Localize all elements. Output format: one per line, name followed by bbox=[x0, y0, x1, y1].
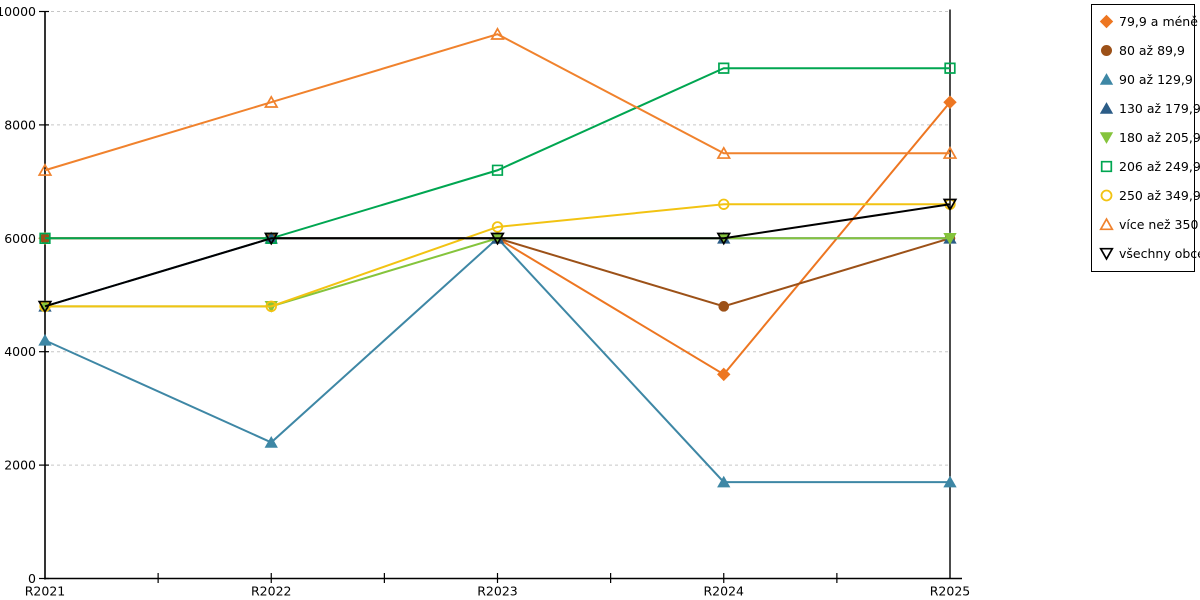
legend-label: 130 až 179,9 bbox=[1119, 101, 1200, 116]
legend-label: 180 až 205,9 bbox=[1119, 130, 1200, 145]
x-tick-label: R2024 bbox=[704, 584, 745, 599]
data-point-marker bbox=[490, 232, 505, 246]
x-tick-label: R2022 bbox=[251, 584, 292, 599]
circle-legend-marker-icon bbox=[1101, 45, 1112, 56]
legend-label: více než 350 bbox=[1119, 217, 1199, 232]
data-point-marker bbox=[942, 146, 958, 159]
legend-label: 90 až 129,9 bbox=[1119, 72, 1193, 87]
series-line bbox=[45, 67, 950, 240]
data-point-marker bbox=[943, 233, 957, 245]
data-point-marker bbox=[942, 198, 958, 212]
legend-item: 250 až 349,9 bbox=[1092, 181, 1200, 210]
series-8 bbox=[37, 27, 958, 176]
triangle-up-legend-marker-icon bbox=[1099, 102, 1114, 114]
legend-item: 180 až 205,9 bbox=[1092, 123, 1200, 152]
legend-label: 206 až 249,9 bbox=[1119, 159, 1200, 174]
axis-labels: 0 2000 4000 6000 8000 10000 R2021 R2022 R2023 R20… bbox=[0, 4, 970, 599]
triangle-down-legend-marker-icon bbox=[1099, 247, 1114, 261]
data-point-marker bbox=[491, 164, 504, 176]
y-tick-label: 2000 bbox=[4, 458, 36, 473]
x-tick-label: R2023 bbox=[477, 584, 518, 599]
series-line bbox=[45, 203, 950, 308]
data-point-marker bbox=[264, 436, 278, 448]
data-point-marker bbox=[263, 95, 279, 108]
chart-legend: 79,9 a méně 80 až 89,9 90 až 129,9 130 až 1… bbox=[1091, 4, 1200, 272]
legend-label: 79,9 a méně bbox=[1119, 14, 1198, 29]
legend-label: 250 až 349,9 bbox=[1119, 188, 1200, 203]
data-point-marker bbox=[943, 95, 957, 109]
axes bbox=[39, 9, 962, 583]
legend-item: 130 až 179,9 bbox=[1092, 94, 1200, 123]
data-point-marker bbox=[717, 367, 731, 382]
x-tick-label: R2025 bbox=[930, 584, 971, 599]
diamond-legend-marker-icon bbox=[1099, 14, 1114, 29]
data-point-marker bbox=[39, 232, 51, 244]
data-point-marker bbox=[37, 300, 53, 314]
data-point-marker bbox=[265, 300, 277, 313]
series-line bbox=[45, 237, 950, 308]
triangle-up-legend-marker-icon bbox=[1099, 217, 1114, 231]
series-line bbox=[44, 237, 950, 308]
y-tick-label: 10000 bbox=[0, 4, 36, 19]
data-point-marker bbox=[716, 232, 732, 246]
series-line bbox=[44, 236, 950, 484]
triangle-up-legend-marker-icon bbox=[1099, 73, 1114, 85]
series-line bbox=[45, 237, 951, 308]
data-point-marker bbox=[943, 475, 957, 488]
data-point-marker bbox=[716, 146, 732, 159]
legend-label: 80 až 89,9 bbox=[1119, 43, 1185, 58]
triangle-down-legend-marker-icon bbox=[1099, 132, 1114, 144]
data-point-marker bbox=[37, 163, 53, 176]
y-tick-label: 6000 bbox=[4, 231, 36, 246]
circle-legend-marker-icon bbox=[1100, 189, 1113, 202]
legend-item: více než 350 bbox=[1092, 210, 1198, 239]
data-point-marker bbox=[263, 232, 279, 246]
legend-item: 80 až 89,9 bbox=[1092, 36, 1194, 65]
legend-item: 206 až 249,9 bbox=[1092, 152, 1200, 181]
data-point-marker bbox=[944, 62, 956, 74]
series-line bbox=[44, 203, 951, 308]
data-point-marker bbox=[490, 27, 505, 40]
legend-item: 79,9 a méně bbox=[1092, 7, 1198, 36]
series-7 bbox=[39, 198, 956, 313]
x-tick-label: R2021 bbox=[25, 584, 66, 599]
legend-label: všechny obce bbox=[1119, 246, 1200, 261]
y-tick-label: 0 bbox=[28, 571, 36, 586]
series-9 bbox=[37, 198, 958, 314]
data-point-marker bbox=[491, 221, 504, 233]
y-tick-label: 4000 bbox=[4, 344, 36, 359]
y-tick-label: 8000 bbox=[4, 117, 36, 132]
data-point-marker bbox=[717, 475, 731, 488]
data-point-marker bbox=[718, 301, 730, 312]
legend-item: všechny obce bbox=[1092, 239, 1200, 268]
series-3 bbox=[38, 231, 957, 488]
series-line bbox=[44, 33, 950, 172]
data-point-marker bbox=[718, 198, 730, 210]
data-point-marker bbox=[718, 62, 730, 74]
data-point-marker bbox=[38, 333, 52, 346]
legend-item: 90 až 129,9 bbox=[1092, 65, 1194, 94]
square-legend-marker-icon bbox=[1100, 160, 1113, 173]
